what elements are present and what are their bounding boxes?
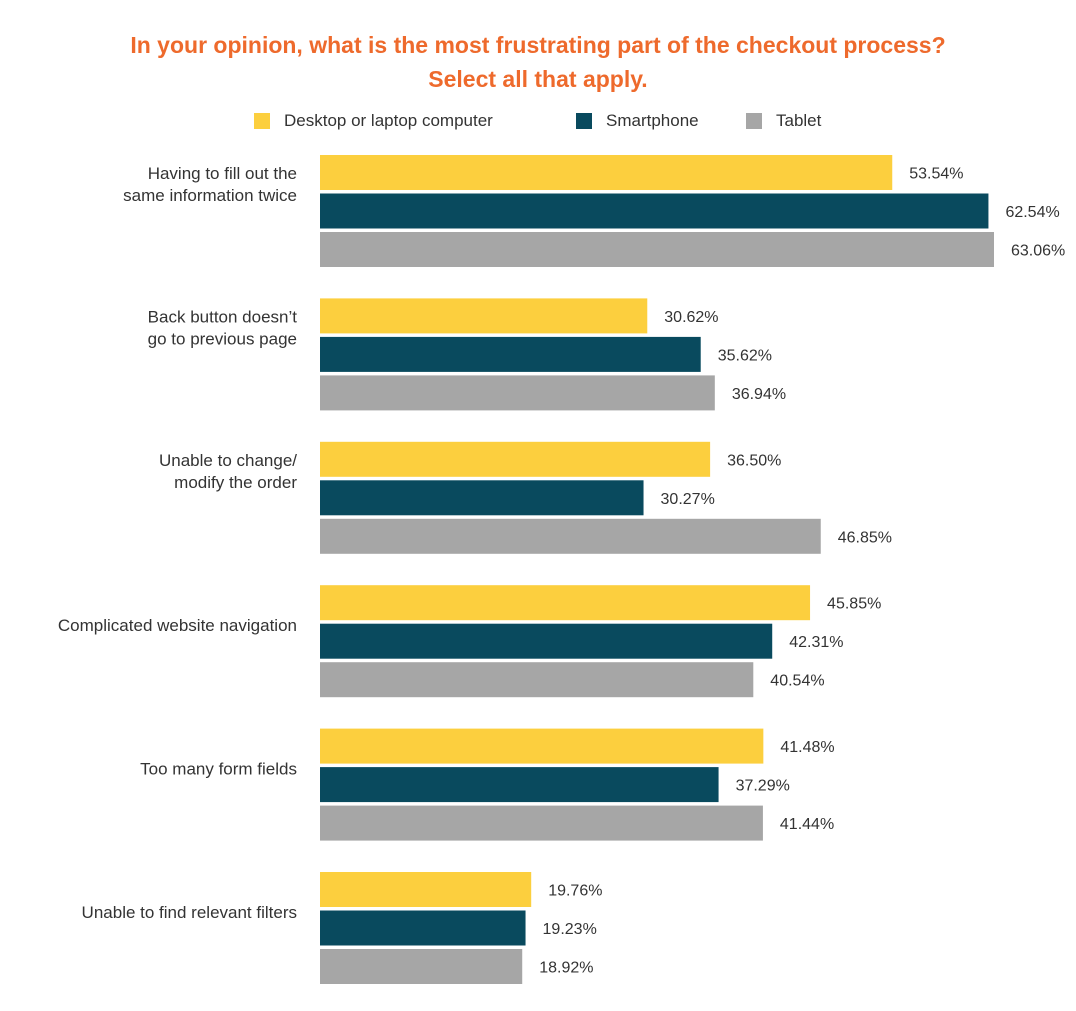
bar-group-1: Having to fill out the same information t… (123, 155, 1065, 267)
bar-desktop (320, 585, 811, 621)
bar-smartphone (320, 480, 644, 516)
chart-subtitle: Select all that apply. (428, 66, 648, 92)
bar-group-6: Unable to find relevant filters 19.76% 19.… (82, 872, 602, 984)
bar-smartphone (320, 623, 773, 659)
bar-desktop (320, 728, 764, 764)
bar-tablet (320, 232, 994, 267)
value-label-tablet: 41.44% (780, 816, 834, 833)
legend: Desktop or laptop computer Smartphone Ta… (0, 110, 1076, 132)
value-label-tablet: 40.54% (770, 673, 824, 690)
category-label: go to previous page (148, 329, 297, 348)
bar-tablet (320, 949, 523, 984)
bar-smartphone (320, 767, 719, 803)
category-label: Complicated website navigation (58, 616, 297, 635)
bar-group-4: Complicated website navigation 45.85% 42.3… (58, 585, 881, 698)
chart-title: In your opinion, what is the most frustr… (0, 28, 1076, 96)
category-label: Too many form fields (140, 760, 297, 779)
value-label-smartphone: 37.29% (736, 778, 790, 795)
value-label-desktop: 36.50% (727, 452, 781, 469)
value-label-desktop: 41.48% (780, 739, 834, 756)
value-label-smartphone: 30.27% (661, 491, 715, 508)
value-label-desktop: 30.62% (664, 309, 718, 326)
legend-item-tablet: Tablet (746, 110, 821, 132)
bar-desktop (320, 298, 648, 334)
chart-title-line: In your opinion, what is the most frustr… (130, 32, 946, 58)
legend-label-tablet: Tablet (776, 111, 822, 130)
value-label-tablet: 18.92% (539, 960, 593, 977)
bar-smartphone (320, 910, 526, 946)
value-label-smartphone: 42.31% (789, 634, 843, 651)
legend-swatch-tablet (746, 113, 762, 129)
value-label-smartphone: 19.23% (543, 921, 597, 938)
legend-item-desktop: Desktop or laptop computer (254, 110, 493, 132)
bar-tablet (320, 375, 715, 411)
value-label-tablet: 63.06% (1011, 243, 1065, 260)
bar-tablet (320, 805, 763, 841)
bar-tablet (320, 662, 754, 698)
legend-swatch-smartphone (576, 113, 592, 129)
bar-smartphone (320, 336, 701, 372)
legend-label-desktop: Desktop or laptop computer (284, 111, 493, 130)
bar-desktop (320, 441, 711, 477)
category-label: same information twice (123, 186, 297, 205)
value-label-desktop: 19.76% (548, 883, 602, 900)
bar-group-5: Too many form fields 41.48% 37.29% 41.44% (140, 728, 835, 841)
value-label-tablet: 36.94% (732, 386, 786, 403)
legend-label-smartphone: Smartphone (606, 111, 699, 130)
value-label-smartphone: 62.54% (1005, 204, 1059, 221)
legend-item-smartphone: Smartphone (576, 110, 699, 132)
category-label: Unable to change/ (159, 451, 297, 470)
category-label: Back button doesn’t (148, 307, 298, 326)
value-label-desktop: 53.54% (909, 166, 963, 183)
bar-smartphone (320, 193, 989, 229)
value-label-desktop: 45.85% (827, 596, 881, 613)
bar-tablet (320, 518, 821, 554)
legend-swatch-desktop (254, 113, 270, 129)
bar-group-2: Back button doesn’t go to previous page 30… (148, 298, 786, 411)
value-label-tablet: 46.85% (838, 529, 892, 546)
bar-desktop (320, 872, 532, 907)
category-label: Having to fill out the (148, 164, 297, 183)
category-label: modify the order (174, 473, 297, 492)
category-label: Unable to find relevant filters (82, 903, 297, 922)
bar-desktop (320, 155, 893, 190)
bar-group-3: Unable to change/modify the order 36.50% 3… (159, 441, 892, 554)
value-label-smartphone: 35.62% (718, 347, 772, 364)
